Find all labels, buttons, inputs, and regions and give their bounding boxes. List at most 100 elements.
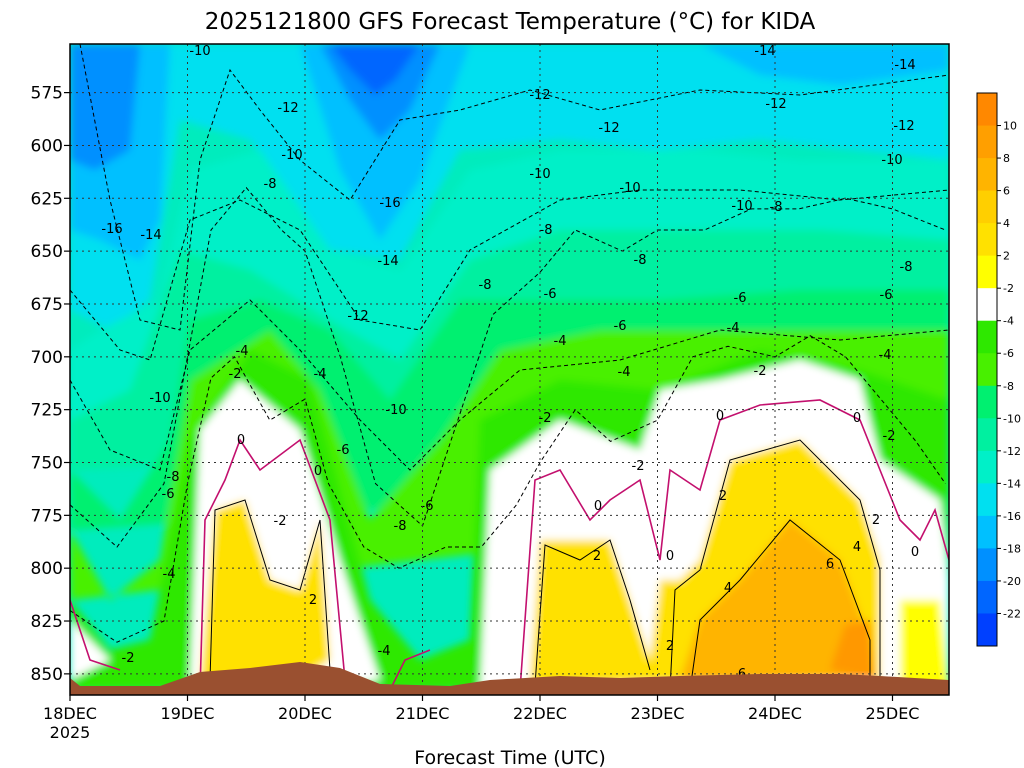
contour-label: -6 [421,499,434,514]
contour-label: 6 [826,557,834,572]
grid [70,44,949,695]
contour-label: 0 [716,409,724,424]
temperature-band [830,620,875,680]
y-tick-label: 850 [31,665,63,685]
temperature-band [680,520,870,680]
x-tick-labels: 18DEC 19DEC 20DEC 21DEC 22DEC 23DEC 24DE… [43,704,919,742]
contour-label: 2 [872,513,880,528]
contour-line [70,189,949,361]
colorbar-tick-label: 10 [1003,120,1017,133]
x-tick-year-label: 2025 [50,723,91,742]
contour-label: -6 [880,288,893,303]
colorbar-tick-label: -14 [1003,477,1021,490]
y-tick-label: 600 [31,137,63,157]
y-tick-label: 775 [31,506,63,526]
temperature-band [70,44,949,330]
contour-label: -8 [394,519,407,534]
colorbar-tick-label: -2 [1003,282,1014,295]
contour-label: -10 [149,391,170,406]
contour-line [389,649,431,691]
contour-labels: -10 -12 -10 -8 -16 -14 -16 -14 -12 -10 -8 -6 -4 -2 -4 -… [101,44,919,682]
colorbar-swatch [977,483,997,517]
colorbar-tick-label: -4 [1003,315,1014,328]
colorbar-swatch [977,288,997,322]
temperature-band [300,44,470,240]
colorbar-tick-label: -10 [1003,412,1021,425]
colorbar-tick-label: -12 [1003,445,1021,458]
colorbar-swatch [977,158,997,192]
y-tick-label: 575 [31,84,63,104]
colorbar-swatch [977,93,997,127]
contour-label: -6 [162,487,175,502]
contour-label: -14 [140,228,161,243]
plot-area: -10 -12 -10 -8 -16 -14 -16 -14 -12 -10 -8 -6 -4 -2 -4 -… [70,44,949,695]
contour-label: 2 [719,489,727,504]
temperature-band [700,44,949,85]
x-tick-label: 24DEC [748,704,802,723]
contour-label: 0 [594,499,602,514]
y-tick-label: 800 [31,559,63,579]
contour-label: 0 [237,433,245,448]
colorbar-tick-label: 6 [1003,185,1010,198]
colorbar-swatch [977,580,997,614]
colorbar-swatch [977,353,997,387]
colorbar-swatch [977,515,997,549]
contour-label: -8 [634,253,647,268]
y-tick-label: 825 [31,612,63,632]
contour-label: -4 [163,567,176,582]
colorbar-swatch [977,125,997,159]
contour-line [534,539,651,686]
x-tick-label: 19DEC [161,704,215,723]
contour-label: -6 [614,319,627,334]
contour-label: -2 [754,364,767,379]
colorbar-tick-label: 2 [1003,250,1010,263]
contour-label: 4 [853,540,861,555]
colorbar-swatch [977,255,997,289]
contour-label: -12 [893,119,914,134]
contour-label: -4 [378,644,391,659]
terrain-ground [70,662,949,695]
contour-label: -14 [754,44,775,59]
contour-label: 2 [593,549,601,564]
contour-label: -6 [337,443,350,458]
contour-label: -10 [529,167,550,182]
contour-label: -8 [167,470,180,485]
colorbar-tick-label: -18 [1003,542,1021,555]
contour-label: -8 [264,177,277,192]
contour-label: -8 [540,223,553,238]
colorbar-swatch [977,418,997,452]
colorbar [976,92,998,647]
contour-label: -2 [274,514,287,529]
x-tick-label: 25DEC [866,704,920,723]
contour-label: -14 [894,58,915,73]
contour-label: 2 [309,593,317,608]
contour-label: -4 [314,367,327,382]
contour-line [70,186,946,548]
contour-label: -12 [529,88,550,103]
contour-label: 4 [724,581,732,596]
contour-label: -10 [731,199,752,214]
contour-label: -6 [544,287,557,302]
contour-label: -2 [632,459,645,474]
y-tick-label: 625 [31,189,63,209]
temperature-band [200,500,330,680]
colorbar-tick-label: -20 [1003,575,1021,588]
contour-lines: -10 -12 -10 -8 -16 -14 -16 -14 -12 -10 -8 -6 -4 -2 -4 -… [70,44,949,691]
contour-line [669,439,881,691]
y-tick-label: 650 [31,242,63,262]
colorbar-tick-label: 4 [1003,217,1010,230]
colorbar-swatch [977,548,997,582]
contour-label: -8 [900,260,913,275]
colorbar-swatch [977,190,997,224]
colorbar-swatch [977,450,997,484]
y-tick-label: 750 [31,454,63,474]
y-tick-label: 675 [31,295,63,315]
contour-label: -12 [347,309,368,324]
contour-line [70,335,946,643]
y-tick-marks [64,92,70,675]
x-tick-label: 21DEC [396,704,450,723]
contour-label: -8 [479,278,492,293]
contour-label: 0 [911,545,919,560]
x-tick-label: 22DEC [513,704,567,723]
